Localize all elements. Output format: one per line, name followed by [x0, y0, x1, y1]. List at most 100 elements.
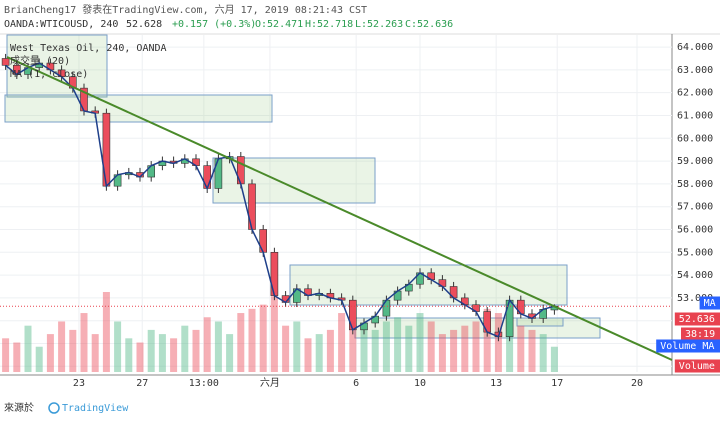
- volume-bar: [427, 321, 435, 372]
- y-tick-label: 53.000: [677, 293, 713, 304]
- volume-bar: [69, 329, 77, 372]
- legend: West Texas Oil, 240, OANDA 成交量 (20) MA (…: [10, 43, 167, 80]
- volume-bar: [528, 329, 536, 372]
- y-tick-label: 57.000: [677, 202, 713, 213]
- volume-bar: [461, 325, 469, 372]
- ohlc-open: O:52.471: [255, 19, 303, 30]
- volume-bar: [2, 338, 10, 372]
- price-tag-label: 38:19: [685, 329, 715, 340]
- rectangle: [516, 317, 564, 327]
- legend-item: 成交量 (20): [10, 54, 70, 67]
- y-tick-label: 63.000: [677, 65, 713, 76]
- rectangle: [289, 264, 568, 306]
- volume-bar: [158, 334, 166, 372]
- volume-bar: [125, 338, 133, 372]
- x-tick-label: 13: [490, 378, 502, 389]
- price-tag-label: Volume MA: [660, 341, 714, 352]
- volume-bar: [259, 304, 267, 372]
- y-tick-label: 58.000: [677, 179, 713, 190]
- volume-bar: [360, 325, 368, 372]
- y-tick-label: 59.000: [677, 156, 713, 167]
- volume-bar: [58, 321, 66, 372]
- volume-bar: [315, 334, 323, 372]
- volume-bar: [102, 292, 110, 372]
- volume-bar: [338, 313, 346, 372]
- volume-bar: [517, 325, 525, 372]
- x-tick-label: 20: [631, 378, 643, 389]
- footer-brand: TradingView: [62, 403, 129, 414]
- volume-bar: [438, 334, 446, 372]
- y-tick-label: 64.000: [677, 42, 713, 53]
- trend-line: [6, 56, 673, 361]
- volume-bar: [405, 325, 413, 372]
- volume-bar: [483, 308, 491, 372]
- volume-bar: [91, 334, 99, 372]
- close-line: [5, 62, 555, 338]
- legend-item: West Texas Oil, 240, OANDA: [10, 43, 167, 54]
- volume-bar: [147, 329, 155, 372]
- volume-bar: [494, 313, 502, 372]
- y-tick-label: 55.000: [677, 247, 713, 258]
- volume-bar: [13, 342, 21, 372]
- legend-item: MA (1, close): [10, 69, 88, 80]
- y-tick-label: 56.000: [677, 224, 713, 235]
- author-line: BrianCheng17 發表在TradingView.com, 六月 17, …: [4, 3, 367, 16]
- candle-body: [1, 58, 10, 66]
- volume-bar: [181, 325, 189, 372]
- symbol: OANDA:WTICOUSD, 240: [4, 19, 118, 30]
- candle-body: [102, 112, 111, 187]
- volume-bar: [114, 321, 122, 372]
- footer-source: 來源於: [4, 401, 34, 414]
- y-tick-label: 61.000: [677, 110, 713, 121]
- price-tag-label: 52.636: [679, 314, 715, 325]
- rectangle: [6, 34, 108, 98]
- price-tag: [656, 339, 720, 353]
- volume-bar: [506, 317, 514, 372]
- y-tick-label: 62.000: [677, 88, 713, 99]
- logo: [48, 402, 60, 414]
- axis-layer: 50.00051.00052.00053.00054.00055.00056.0…: [73, 42, 720, 389]
- volume-bar: [270, 296, 278, 372]
- price-tag: [674, 359, 720, 373]
- volume-bar: [170, 338, 178, 372]
- volume-bar: [416, 313, 424, 372]
- price-tag-label: MA: [704, 298, 716, 309]
- volume-bar: [450, 329, 458, 372]
- price-tag-label: Volume: [679, 361, 715, 372]
- volume-layer: [2, 292, 558, 372]
- volume-bar: [293, 321, 301, 372]
- price-tag: [681, 327, 720, 341]
- volume-bar: [24, 325, 32, 372]
- volume-bar: [472, 321, 480, 372]
- volume-bar: [46, 334, 54, 372]
- volume-bar: [382, 321, 390, 372]
- price-tag: [674, 312, 720, 326]
- volume-bar: [326, 329, 334, 372]
- y-tick-label: 54.000: [677, 270, 713, 281]
- ohlc-high: H:52.718: [305, 19, 353, 30]
- change: +0.157 (+0.3%): [172, 19, 256, 30]
- last-price: 52.628: [126, 19, 162, 30]
- volume-bar: [539, 334, 547, 372]
- price-tag: [699, 296, 720, 310]
- x-tick-label: 6: [353, 378, 359, 389]
- volume-bar: [349, 300, 357, 372]
- y-tick-label: 60.000: [677, 133, 713, 144]
- x-tick-label: 13:00: [189, 378, 219, 389]
- volume-bar: [192, 329, 200, 372]
- ohlc-low: L:52.263: [355, 19, 403, 30]
- volume-bar: [80, 313, 88, 372]
- x-tick-label: 六月: [260, 377, 280, 389]
- volume-bar: [237, 313, 245, 372]
- volume-bar: [550, 346, 558, 372]
- volume-bar: [304, 338, 312, 372]
- x-tick-label: 10: [414, 378, 426, 389]
- volume-bar: [203, 317, 211, 372]
- x-tick-label: 27: [136, 378, 148, 389]
- x-tick-label: 23: [73, 378, 85, 389]
- volume-bar: [248, 308, 256, 372]
- volume-bar: [214, 321, 222, 372]
- volume-bar: [226, 334, 234, 372]
